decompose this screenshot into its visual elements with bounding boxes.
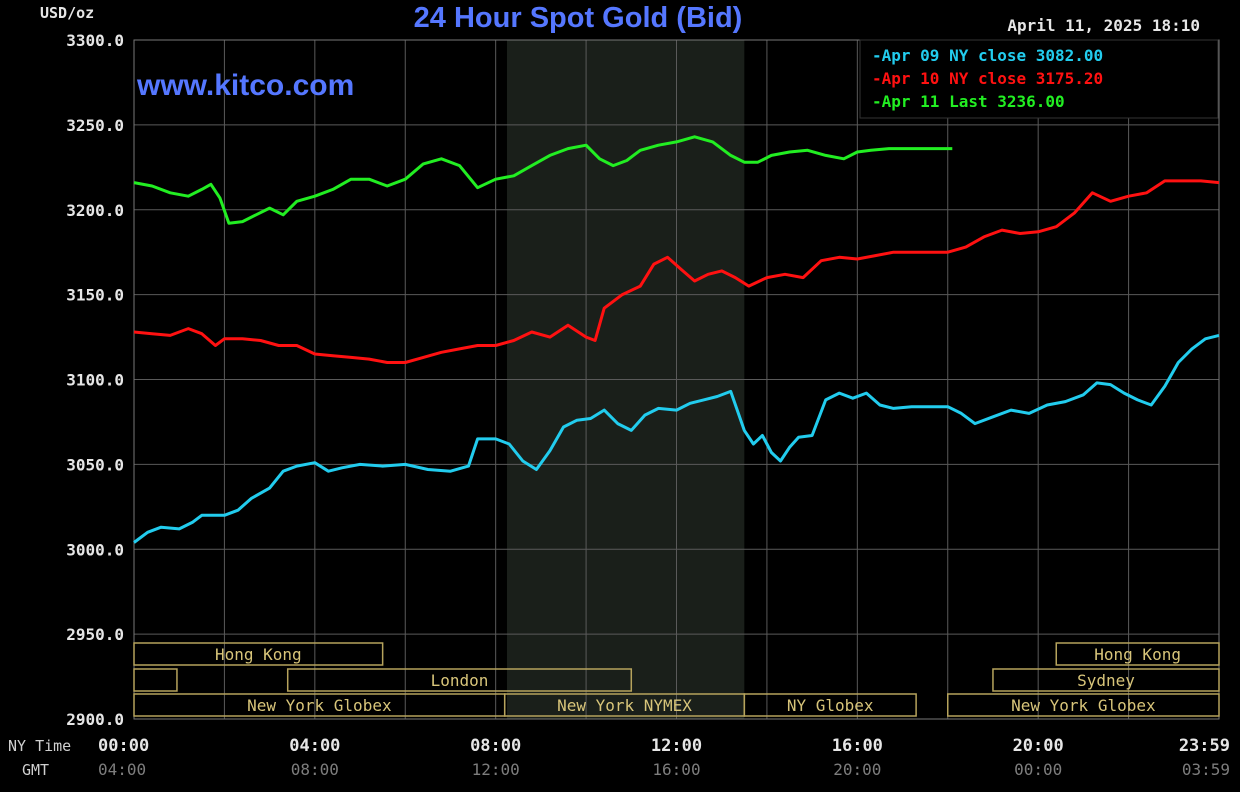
- y-tick-label: 2900.0: [66, 710, 124, 729]
- x-tick-label-gmt: 12:00: [472, 760, 520, 779]
- x-tick-label-ny: 04:00: [289, 736, 340, 756]
- x-tick-label-gmt: 03:59: [1182, 760, 1230, 779]
- y-tick-label: 3150.0: [66, 286, 124, 305]
- y-tick-label: 3250.0: [66, 116, 124, 135]
- session-box: [286, 668, 633, 692]
- session-label: New York Globex: [1011, 696, 1156, 715]
- watermark: www.kitco.com: [136, 69, 354, 102]
- session-box: [947, 693, 1220, 717]
- session-box: [133, 642, 384, 666]
- y-axis-label: USD/oz: [40, 4, 94, 22]
- session-label: NY Globex: [787, 696, 874, 715]
- legend-entry: -Apr 09 NY close 3082.00: [872, 46, 1103, 65]
- session-label: Hong Kong: [215, 645, 302, 664]
- y-tick-label: 3300.0: [66, 31, 124, 50]
- x-tick-label-ny: 20:00: [1013, 736, 1064, 756]
- timestamp: April 11, 2025 18:10: [1007, 16, 1200, 35]
- y-tick-label: 3050.0: [66, 455, 124, 474]
- session-box: [1055, 642, 1220, 666]
- legend-entry: -Apr 11 Last 3236.00: [872, 92, 1065, 111]
- session-box: [743, 693, 917, 717]
- session-label: New York NYMEX: [557, 696, 692, 715]
- x-tick-label-ny: 23:59: [1179, 736, 1230, 756]
- x-tick-label-gmt: 20:00: [833, 760, 881, 779]
- y-tick-label: 3100.0: [66, 371, 124, 390]
- x-axis-ticks: 00:00 04:00 04:00 08:00 08:00 12:00 12:00 16:00…: [98, 736, 1230, 779]
- x-tick-label-ny: 08:00: [470, 736, 521, 756]
- session-box: [133, 668, 178, 692]
- x-tick-label-gmt: 00:00: [1014, 760, 1062, 779]
- chart-title: 24 Hour Spot Gold (Bid): [414, 2, 743, 34]
- ny-time-row-label: NY Time: [8, 737, 71, 755]
- series-line-apr-09: [133, 333, 1220, 544]
- market-sessions: Hong Kong Hong Kong London Sydney New York G…: [133, 642, 1220, 717]
- x-tick-label-gmt: 04:00: [98, 760, 146, 779]
- plot-border: [133, 39, 1220, 720]
- legend: -Apr 09 NY close 3082.00 -Apr 10 NY close…: [872, 46, 1103, 111]
- session-label: New York Globex: [247, 696, 392, 715]
- session-label: London: [431, 671, 489, 690]
- legend-entry: -Apr 10 NY close 3175.20: [872, 69, 1103, 88]
- y-axis-ticks: 3300.0 3250.0 3200.0 3150.0 3100.0 3050.0 3000…: [66, 31, 124, 729]
- legend-box: [859, 39, 1219, 119]
- y-tick-label: 2950.0: [66, 625, 124, 644]
- gmt-row-label: GMT: [22, 761, 49, 779]
- y-tick-label: 3200.0: [66, 201, 124, 220]
- session-label: Sydney: [1077, 671, 1135, 690]
- x-tick-label-ny: 16:00: [832, 736, 883, 756]
- x-tick-label-ny: 00:00: [98, 736, 149, 756]
- y-tick-label: 3000.0: [66, 540, 124, 559]
- series-line-apr-11: [133, 135, 953, 225]
- price-series: [133, 135, 1220, 544]
- series-line-apr-10: [133, 179, 1220, 364]
- session-label: Hong Kong: [1094, 645, 1181, 664]
- x-tick-label-gmt: 16:00: [652, 760, 700, 779]
- x-tick-label-ny: 12:00: [651, 736, 702, 756]
- x-tick-label-gmt: 08:00: [291, 760, 339, 779]
- session-box: [992, 668, 1220, 692]
